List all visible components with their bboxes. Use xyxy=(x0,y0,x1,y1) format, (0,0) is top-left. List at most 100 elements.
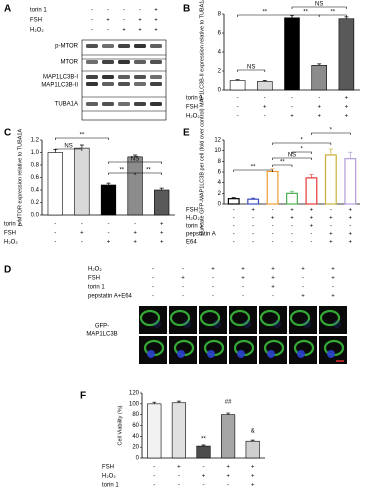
condition-sign: - xyxy=(242,285,244,291)
condition-sign: + xyxy=(290,216,294,222)
error-bar xyxy=(133,154,138,157)
micro-image xyxy=(139,306,167,334)
condition-sign: + xyxy=(160,222,164,228)
error-bar xyxy=(251,197,256,200)
condition-sign: - xyxy=(318,96,320,102)
y-tick-label: 12 xyxy=(214,138,221,144)
condition-sign: - xyxy=(182,267,184,273)
condition-name: pepstatin A+E64 xyxy=(88,294,133,300)
error-bar xyxy=(176,400,181,403)
condition-sign: - xyxy=(212,276,214,282)
panel-label: A xyxy=(4,4,11,15)
micro-image xyxy=(229,306,257,334)
sig-bracket xyxy=(134,172,162,175)
bar xyxy=(229,80,246,91)
condition-sign: + xyxy=(226,465,230,471)
sig-bracket xyxy=(311,132,351,135)
condition-name: E64 xyxy=(186,240,197,246)
condition-name: H₂O₂ xyxy=(186,216,200,222)
panel-label: F xyxy=(80,391,86,402)
blot-band xyxy=(102,82,114,86)
panel-label: D xyxy=(4,265,11,276)
condition-sign: - xyxy=(272,224,274,230)
sig-label: NS xyxy=(247,65,255,71)
condition-name: torin 1 xyxy=(186,96,203,102)
y-tick-label: 2 xyxy=(218,69,222,75)
blot-band xyxy=(134,75,146,79)
condition-name: torin 1 xyxy=(186,224,203,230)
condition-sign: + xyxy=(154,28,158,34)
condition-sign: + xyxy=(154,18,158,24)
condition-sign: - xyxy=(242,294,244,300)
panel-label: E xyxy=(183,128,190,139)
condition-sign: - xyxy=(310,240,312,246)
sig-label: ** xyxy=(80,133,85,139)
condition-sign: + xyxy=(80,231,84,237)
condition-sign: + xyxy=(177,465,181,471)
error-bar xyxy=(290,190,294,194)
y-tick-label: 100 xyxy=(129,401,140,407)
cell-gfp xyxy=(319,309,341,327)
y-tick-label: 0.6 xyxy=(31,175,40,181)
condition-sign: - xyxy=(330,208,332,214)
condition-sign: - xyxy=(91,8,93,14)
cell-gfp xyxy=(229,309,251,327)
condition-name: pepstatin A xyxy=(186,232,216,238)
nucleus xyxy=(267,350,275,358)
condition-sign: + xyxy=(329,240,333,246)
condition-sign: + xyxy=(349,240,353,246)
sig-label: NS xyxy=(288,153,296,159)
condition-sign: + xyxy=(271,216,275,222)
condition-name: FSH xyxy=(186,208,198,214)
condition-sign: + xyxy=(226,474,230,480)
condition-sign: - xyxy=(237,114,239,120)
condition-sign: + xyxy=(331,267,335,273)
y-axis-label: p-MTOR expression relative to TUBA1A xyxy=(17,129,23,227)
condition-sign: + xyxy=(349,216,353,222)
sig-label: ** xyxy=(262,10,267,16)
condition-name: FSH xyxy=(186,105,198,111)
nucleus xyxy=(147,350,155,358)
condition-sign: + xyxy=(349,208,353,214)
condition-sign: - xyxy=(153,465,155,471)
sig-bracket xyxy=(233,169,273,172)
condition-sign: - xyxy=(291,96,293,102)
blot-band xyxy=(134,60,146,64)
error-bar xyxy=(250,439,255,442)
blot-band xyxy=(102,60,114,64)
condition-sign: + xyxy=(133,231,137,237)
condition-sign: - xyxy=(252,216,254,222)
y-tick-label: 0 xyxy=(218,88,222,94)
blot-frame xyxy=(81,39,167,121)
condition-sign: + xyxy=(107,240,111,246)
y-tick-label: 6 xyxy=(218,170,222,176)
condition-sign: + xyxy=(241,276,245,282)
error-bar xyxy=(226,412,231,415)
condition-sign: - xyxy=(264,114,266,120)
condition-sign: + xyxy=(290,114,294,120)
condition-sign: + xyxy=(154,8,158,14)
condition-sign: - xyxy=(91,28,93,34)
error-bar xyxy=(106,182,111,185)
condition-sign: + xyxy=(349,232,353,238)
condition-name: FSH xyxy=(30,18,42,24)
condition-name: H₂O₂ xyxy=(30,28,44,34)
micro-image xyxy=(169,306,197,334)
condition-sign: - xyxy=(81,222,83,228)
error-bar xyxy=(328,148,333,155)
bar xyxy=(338,18,355,91)
condition-sign: - xyxy=(237,96,239,102)
condition-sign: - xyxy=(302,276,304,282)
condition-name: H₂O₂ xyxy=(186,114,200,120)
bar xyxy=(247,198,260,205)
condition-sign: - xyxy=(54,222,56,228)
condition-sign: + xyxy=(138,28,142,34)
sig-bracket xyxy=(318,14,347,17)
panel-label: C xyxy=(4,128,11,139)
condition-sign: + xyxy=(310,216,314,222)
condition-sign: + xyxy=(241,267,245,273)
condition-sign: + xyxy=(251,465,255,471)
y-tick-label: 80 xyxy=(132,412,139,418)
error-bar xyxy=(152,401,157,404)
